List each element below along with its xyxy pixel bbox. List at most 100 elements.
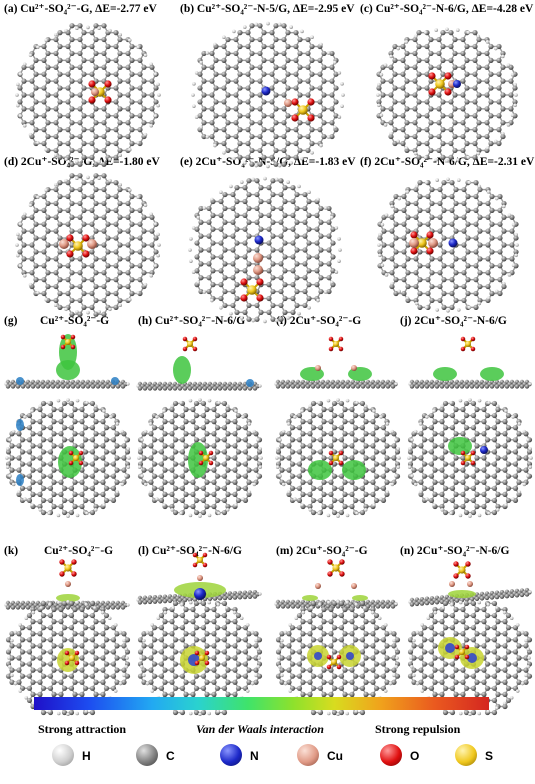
- sulfate-d: [66, 234, 90, 258]
- sulfate-f: [410, 231, 434, 255]
- isosurface-g-blue1: [16, 419, 24, 431]
- nitrogen-atom-c: [453, 80, 461, 88]
- sulfate-side-j: [460, 336, 476, 352]
- isosurface-n: [448, 590, 476, 598]
- hydrogen-ball-icon: [52, 744, 74, 766]
- graphene-top-j: [407, 398, 533, 518]
- isosurface-g-edge2: [111, 377, 119, 385]
- graphene-side-g: [4, 379, 130, 389]
- graphene-top-g: [5, 398, 131, 518]
- sulfate-top-k: [64, 650, 80, 666]
- isosurface-m-core2: [346, 652, 354, 660]
- sulfate-top-l: [194, 650, 210, 666]
- isosurface-g-blue2: [16, 474, 24, 486]
- isosurface-i-top2: [342, 460, 366, 480]
- nitrogen-side-l: [194, 588, 206, 600]
- sulfate-side-n: [453, 561, 471, 579]
- sulfate-top-m: [326, 654, 342, 670]
- isosurface-k: [56, 594, 80, 602]
- copper-atom-a: [91, 88, 99, 96]
- sulfate-side-k: [59, 559, 77, 577]
- graphene-side-i: [274, 379, 398, 389]
- sulfate-top-n: [454, 644, 470, 660]
- legend-label-h: H: [82, 749, 91, 763]
- copper-atom-f2: [428, 238, 438, 248]
- legend-label-cu: Cu: [327, 749, 343, 763]
- colorbar-middle-label: Van der Waals interaction: [196, 722, 324, 736]
- interaction-colorbar: [34, 697, 489, 710]
- sulfate-top-i: [328, 450, 344, 466]
- sulfate-side-i: [328, 336, 344, 352]
- isosurface-n-core1: [445, 643, 455, 653]
- isosurface-h: [173, 356, 191, 384]
- sulfate-top-j: [460, 450, 476, 466]
- graphene-sheet-a: [15, 23, 161, 167]
- copper-side-i1: [315, 365, 321, 371]
- sulfate-top-g: [68, 450, 84, 466]
- copper-ball-icon: [297, 744, 319, 766]
- sulfate-top-h: [198, 450, 214, 466]
- copper-side-m1: [315, 583, 321, 589]
- graphene-sheet-c: [376, 27, 518, 163]
- graphene-sheet-e: [188, 176, 342, 324]
- panel-n-label: (n) 2Cu⁺-SO₄²⁻-N-6/G: [400, 545, 510, 557]
- isosurface-m2: [352, 595, 368, 601]
- isosurface-g-edge1: [16, 377, 24, 385]
- copper-side-l: [197, 575, 203, 581]
- isosurface-k-top: [57, 648, 79, 672]
- panel-i-label: (i) 2Cu⁺-SO₄²⁻-G: [276, 315, 362, 327]
- panel-c-label: (c) Cu²⁺-SO₄²⁻-N-6/G, ΔE=-4.28 eV: [360, 3, 534, 15]
- colorbar-left-label: Strong attraction: [38, 722, 127, 736]
- legend-label-c: C: [166, 749, 175, 763]
- atom-legend: H C N Cu O S: [0, 742, 535, 782]
- isosurface-h-top-view: [188, 442, 208, 478]
- panel-k-label: (k): [4, 545, 19, 557]
- isosurface-j-left: [433, 367, 457, 381]
- copper-side-k: [65, 581, 71, 587]
- panel-j-label: (j) 2Cu⁺-SO₄²⁻-N-6/G: [400, 315, 507, 327]
- copper-atom-f1: [409, 238, 419, 248]
- copper-atom-d2: [87, 239, 97, 249]
- graphene-sheet-b: [191, 21, 345, 169]
- isosurface-g-mid: [56, 360, 80, 380]
- sulfate-side-l: [192, 552, 208, 568]
- panel-h-label: (h) Cu²⁺-SO₄²⁻-N-6/G: [138, 315, 246, 327]
- panel-e-label: (e) 2Cu⁺-SO₄²⁻-N-5/G, ΔE=-1.83 eV: [180, 156, 356, 168]
- legend-label-n: N: [250, 749, 259, 763]
- sulfate-side-h: [182, 336, 198, 352]
- copper-atom-d1: [59, 239, 69, 249]
- isosurface-m1: [302, 595, 318, 601]
- panel-a-label: (a) Cu²⁺-SO₄²⁻-G, ΔE=-2.77 eV: [4, 3, 157, 15]
- nitrogen-atom-e: [254, 235, 264, 245]
- copper-atom-b: [284, 99, 292, 107]
- isosurface-h-edge: [246, 379, 254, 387]
- sulfate-e: [240, 278, 264, 302]
- panel-m-label: (m) 2Cu⁺-SO₄²⁻-G: [276, 545, 368, 557]
- legend-label-o: O: [410, 749, 420, 763]
- copper-side-n2: [467, 581, 473, 587]
- copper-atom-e2: [253, 265, 263, 275]
- panel-k-title: Cu²⁺-SO₄²⁻-G: [44, 545, 114, 557]
- panel-g-title: Cu²⁺-SO₄²⁻-G: [40, 315, 110, 327]
- graphene-sheet-f: [377, 177, 519, 313]
- graphene-side-j: [408, 379, 532, 389]
- copper-side-n1: [449, 581, 455, 587]
- sulfate-b: [291, 98, 315, 122]
- oxygen-ball-icon: [380, 744, 402, 766]
- graphene-side-h: [136, 381, 262, 391]
- nitrogen-atom-b: [261, 86, 271, 96]
- panel-l-label: (l) Cu²⁺-SO₄²⁻-N-6/G: [138, 545, 242, 557]
- isosurface-n-core2: [467, 653, 477, 663]
- legend-label-s: S: [485, 749, 494, 763]
- sulfur-ball-icon: [455, 744, 477, 766]
- panel-g-label: (g): [4, 315, 18, 327]
- nitrogen-ball-icon: [220, 744, 242, 766]
- graphene-sheet-d: [15, 173, 161, 317]
- isosurface-j-top1: [448, 437, 472, 455]
- copper-side-m2: [351, 583, 357, 589]
- sulfate-side-m: [327, 559, 345, 577]
- isosurface-i-top1: [308, 460, 332, 480]
- isosurface-j-right: [480, 367, 504, 381]
- sulfate-c: [428, 72, 452, 96]
